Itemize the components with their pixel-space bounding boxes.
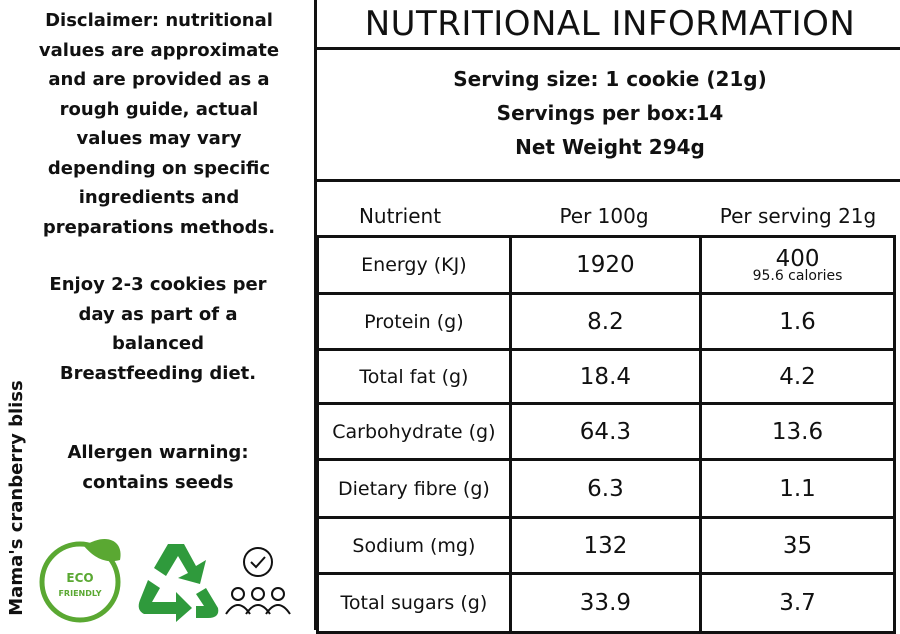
- nutrient-value: 3.7: [779, 590, 816, 616]
- icons: ECO FRIENDLY: [39, 538, 291, 623]
- table-cell: 8.2: [508, 292, 703, 351]
- table-cell: Protein (g): [316, 292, 512, 351]
- table-cell: 13.6: [699, 402, 896, 461]
- column-header: Nutrient: [358, 204, 442, 228]
- nutrient-value: 8.2: [587, 308, 624, 335]
- table-cell: Energy (KJ): [316, 235, 512, 295]
- table-cell: 1.6: [699, 292, 896, 351]
- people-icon: [225, 547, 291, 615]
- nutrient-name: Total fat (g): [359, 365, 469, 388]
- badge-text: FRIENDLY: [58, 589, 101, 598]
- nutrient-name: Sodium (mg): [352, 534, 476, 557]
- nutrient-value: 1920: [576, 252, 635, 278]
- column-header: Per 100g: [559, 204, 649, 228]
- table-cell: 1.1: [699, 458, 896, 519]
- side-label: Mama's cranberry bliss: [6, 380, 27, 616]
- table-cell: 400 95.6 calories: [699, 235, 896, 295]
- nutrition-table: Energy (KJ) 1920 400 95.6 calories Protein (…: [316, 235, 896, 634]
- nutrient-value: 6.3: [587, 475, 624, 502]
- table-row: Dietary fibre (g) 6.3 1.1: [316, 458, 896, 519]
- serving-size: Serving size: 1 cookie (21g): [453, 67, 767, 91]
- rule: [314, 179, 900, 182]
- eco-badge: ECO FRIENDLY: [39, 538, 121, 623]
- nutrient-name: Energy (KJ): [361, 254, 467, 276]
- badge-text: ECO: [66, 571, 93, 585]
- table-cell: 64.3: [508, 402, 703, 461]
- servings: Servings per box:14: [496, 101, 724, 125]
- table-cell: Dietary fibre (g): [316, 458, 512, 519]
- nutrient-value: 132: [583, 532, 628, 559]
- table-row: Protein (g) 8.2 1.6: [316, 292, 896, 351]
- title: NUTRITIONAL INFORMATION: [364, 4, 856, 44]
- nutrient-value: 13.6: [771, 418, 824, 445]
- table-cell: Total sugars (g): [316, 572, 512, 634]
- table-cell: 6.3: [508, 458, 703, 519]
- table-row: Total fat (g) 18.4 4.2: [316, 348, 896, 405]
- recycle-icon: [138, 544, 219, 622]
- nutrient-value: 400: [775, 246, 820, 272]
- table-cell: 33.9: [508, 572, 703, 634]
- disclaimer: Disclaimer: nutritional values are appro…: [38, 10, 280, 238]
- advice: Enjoy 2-3 cookies per day as part of a b…: [49, 274, 267, 384]
- nutrient-value: 1.1: [779, 475, 816, 502]
- table-cell: 4.2: [699, 348, 896, 405]
- nutrient-name: Protein (g): [364, 310, 464, 333]
- nutrient-name: Dietary fibre (g): [337, 477, 490, 500]
- column-header: Per serving 21g: [719, 204, 877, 228]
- nutrient-value: 64.3: [579, 418, 632, 445]
- table-cell: 18.4: [508, 348, 703, 405]
- table-cell: 132: [508, 516, 703, 575]
- nutrient-name: Carbohydrate (g): [332, 420, 496, 443]
- table-cell: Total fat (g): [316, 348, 512, 405]
- nutrient-value: 18.4: [579, 363, 632, 390]
- divider: [314, 0, 317, 630]
- table-cell: 1920: [508, 235, 703, 295]
- table-cell: Carbohydrate (g): [316, 402, 512, 461]
- table-cell: 35: [699, 516, 896, 575]
- nutrient-value: 1.6: [779, 308, 816, 335]
- table-cell: 3.7: [699, 572, 896, 634]
- table-row: Energy (KJ) 1920 400 95.6 calories: [316, 235, 896, 295]
- nutrient-value: 35: [782, 532, 813, 559]
- net-weight: Net Weight 294g: [515, 135, 705, 159]
- table-row: Sodium (mg) 132 35: [316, 516, 896, 575]
- table-cell: Sodium (mg): [316, 516, 512, 575]
- allergen-warning: Allergen warning: contains seeds: [67, 442, 249, 493]
- table-row: Total sugars (g) 33.9 3.7: [316, 572, 896, 634]
- nutrient-value: 33.9: [579, 590, 632, 616]
- table-row: Carbohydrate (g) 64.3 13.6: [316, 402, 896, 461]
- nutrient-name: Total sugars (g): [340, 592, 488, 614]
- energy-note: 95.6 calories: [752, 268, 843, 284]
- rule: [314, 47, 900, 50]
- nutrient-value: 4.2: [779, 363, 816, 390]
